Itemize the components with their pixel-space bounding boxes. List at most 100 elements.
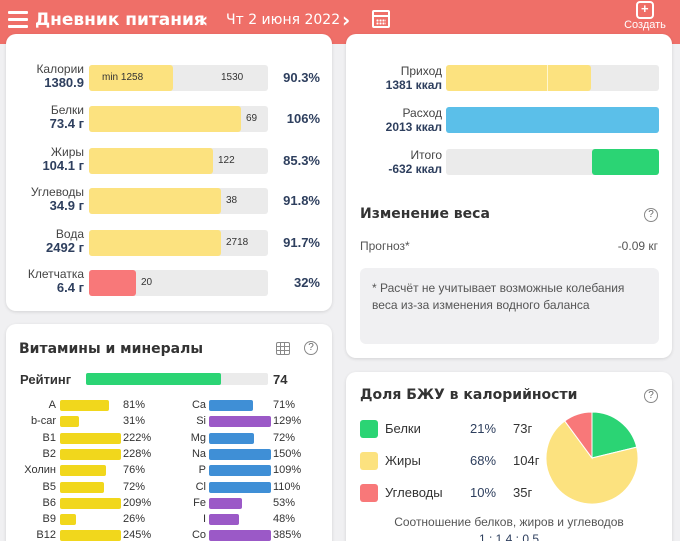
forecast-value: -0.09 кг: [617, 239, 658, 253]
app-title: Дневник питания: [35, 10, 205, 30]
bzu-name: Белки: [385, 421, 421, 436]
vitamin-name: B2: [42, 448, 56, 460]
balance-value: 2013 ккал: [385, 120, 442, 134]
balance-bar: [446, 149, 659, 175]
table-icon[interactable]: [276, 342, 290, 355]
balance-tick: [547, 65, 548, 91]
bzu-grams: 35г: [513, 485, 533, 500]
nutrient-norm: 69: [246, 113, 258, 124]
balance-label: Расход 2013 ккал: [360, 106, 442, 134]
nutrient-value: 2492 г: [46, 240, 84, 255]
vitamin-bar: [60, 498, 121, 509]
nutrient-value: 1380.9: [44, 75, 84, 90]
nutrient-row: Клетчатка 6.4 г 20 32%: [0, 268, 330, 308]
nutrient-fill: [89, 188, 222, 214]
vitamin-percent: 48%: [273, 513, 296, 525]
balance-label: Итого -632 ккал: [360, 148, 442, 176]
bzu-color-swatch: [360, 452, 378, 470]
vitamin-name: B6: [42, 497, 56, 509]
pie-slice: [545, 420, 639, 505]
menu-icon[interactable]: [8, 11, 28, 28]
nutrient-norm: 2718: [226, 237, 249, 248]
vitamin-bar: [60, 449, 121, 460]
nutrient-value: 6.4 г: [56, 280, 84, 295]
nutrient-bar: 2718: [89, 230, 268, 256]
balance-label: Приход 1381 ккал: [360, 64, 442, 92]
vitamin-percent: 109%: [273, 464, 302, 476]
pie-slice: [591, 411, 638, 459]
vitamin-bar: [209, 482, 271, 493]
nutrient-label: Калории 1380.9: [14, 62, 84, 90]
vitamin-bar: [60, 433, 121, 444]
nutrient-row: Белки 73.4 г 69 106%: [0, 104, 330, 144]
vitamin-percent: 76%: [123, 464, 146, 476]
nutrient-name: Клетчатка: [27, 267, 84, 281]
nutrient-name: Вода: [55, 227, 84, 241]
vitamin-bar: [209, 465, 271, 476]
vitamin-bar: [209, 433, 254, 444]
nutrient-fill: [89, 106, 242, 132]
help-icon[interactable]: ?: [644, 389, 658, 403]
vitamin-name: P: [198, 464, 206, 476]
help-icon[interactable]: ?: [644, 208, 658, 222]
bzu-percent: 68%: [470, 453, 497, 468]
vitamin-percent: 53%: [273, 497, 296, 509]
balance-fill: [446, 107, 659, 133]
nutrient-label: Клетчатка 6.4 г: [14, 267, 84, 295]
vitamins-title: Витамины и минералы: [19, 341, 203, 357]
vitamin-name: B12: [36, 529, 56, 541]
nutrient-percent: 90.3%: [283, 70, 320, 85]
help-icon[interactable]: ?: [304, 341, 318, 355]
vitamin-percent: 71%: [273, 399, 296, 411]
next-day-button[interactable]: ›: [342, 8, 351, 32]
vitamin-name: Ca: [191, 399, 206, 411]
bzu-name: Углеводы: [385, 485, 443, 500]
bzu-grams: 73г: [513, 421, 533, 436]
nutrient-label: Жиры 104.1 г: [14, 146, 84, 173]
nutrient-name: Белки: [50, 103, 84, 117]
balance-name: Приход: [400, 64, 442, 78]
balance-bar: [446, 65, 659, 91]
nutrient-percent: 85.3%: [283, 153, 320, 168]
prev-day-button[interactable]: ‹: [200, 8, 209, 32]
vitamin-bar: [60, 482, 104, 493]
vitamin-percent: 31%: [123, 415, 146, 427]
nutrient-label: Белки 73.4 г: [14, 103, 84, 131]
calendar-icon[interactable]: [372, 10, 390, 28]
vitamin-percent: 72%: [123, 481, 146, 493]
bzu-grams: 104г: [513, 453, 540, 468]
rating-fill: [86, 373, 221, 385]
balance-value: -632 ккал: [388, 162, 442, 176]
bzu-percent: 10%: [470, 485, 497, 500]
nutrient-norm: 20: [141, 277, 153, 288]
bzu-color-swatch: [360, 420, 378, 438]
weight-note: * Расчёт не учитывает возможные колебани…: [372, 281, 625, 312]
bzu-title: Доля БЖУ в калорийности: [360, 387, 578, 403]
vitamin-percent: 129%: [273, 415, 302, 427]
rating-value: 74: [273, 372, 288, 387]
nutrient-fill: [89, 230, 222, 256]
nutrient-norm: 1530: [221, 72, 244, 83]
vitamin-percent: 222%: [123, 432, 152, 444]
vitamin-percent: 81%: [123, 399, 146, 411]
nutrient-name: Калории: [36, 62, 84, 76]
vitamin-name: A: [48, 399, 56, 411]
vitamin-percent: 150%: [273, 448, 302, 460]
vitamin-bar: [60, 416, 79, 427]
nutrient-label: Вода 2492 г: [14, 227, 84, 255]
balance-bar: [446, 107, 659, 133]
nutrient-value: 104.1 г: [42, 158, 84, 173]
vitamin-name: Si: [196, 415, 206, 427]
vitamin-bar: [209, 498, 242, 509]
nutrient-percent: 91.7%: [283, 235, 320, 250]
nutrient-norm: 122: [218, 155, 235, 166]
vitamin-name: b-car: [30, 415, 56, 427]
nutrient-fill: [89, 270, 136, 296]
nutrient-row: Углеводы 34.9 г 38 91.8%: [0, 186, 330, 226]
nutrient-min: min 1258: [102, 72, 144, 83]
vitamin-percent: 26%: [123, 513, 146, 525]
pie-slice: [564, 411, 593, 460]
vitamin-bar: [60, 514, 76, 525]
weight-title: Изменение веса: [360, 206, 490, 222]
nutrient-bar: 38: [89, 188, 268, 214]
